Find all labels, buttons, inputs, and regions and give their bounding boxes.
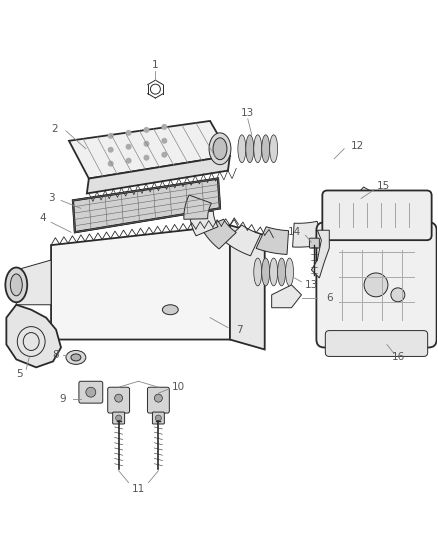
Circle shape	[126, 130, 131, 136]
Text: 13: 13	[305, 280, 318, 290]
Polygon shape	[293, 221, 324, 247]
Circle shape	[155, 394, 162, 402]
Circle shape	[108, 133, 114, 139]
Circle shape	[108, 147, 114, 153]
Polygon shape	[256, 227, 289, 254]
FancyBboxPatch shape	[152, 412, 164, 424]
Ellipse shape	[213, 138, 227, 160]
Ellipse shape	[254, 258, 262, 286]
Polygon shape	[311, 230, 329, 278]
Polygon shape	[16, 260, 51, 305]
Circle shape	[126, 158, 131, 164]
Text: 5: 5	[16, 369, 23, 379]
Ellipse shape	[270, 135, 278, 163]
Ellipse shape	[238, 135, 246, 163]
FancyBboxPatch shape	[325, 330, 427, 357]
Ellipse shape	[71, 354, 81, 361]
Text: 13: 13	[241, 108, 254, 118]
Circle shape	[86, 387, 96, 397]
Ellipse shape	[262, 135, 270, 163]
Circle shape	[364, 273, 388, 297]
Polygon shape	[201, 219, 236, 249]
Ellipse shape	[262, 258, 270, 286]
Polygon shape	[73, 179, 220, 232]
Text: 4: 4	[40, 213, 46, 223]
Ellipse shape	[286, 258, 293, 286]
FancyBboxPatch shape	[79, 381, 103, 403]
Ellipse shape	[270, 258, 278, 286]
Polygon shape	[272, 285, 301, 308]
FancyBboxPatch shape	[113, 412, 124, 424]
FancyBboxPatch shape	[322, 190, 431, 240]
Circle shape	[116, 415, 122, 421]
Polygon shape	[7, 305, 61, 367]
Polygon shape	[184, 195, 212, 219]
Polygon shape	[69, 121, 230, 179]
Text: 14: 14	[288, 227, 301, 237]
Circle shape	[161, 138, 167, 144]
Text: 8: 8	[53, 350, 60, 360]
Ellipse shape	[5, 268, 27, 302]
Circle shape	[155, 415, 161, 421]
FancyBboxPatch shape	[316, 222, 437, 348]
Text: 1: 1	[152, 60, 159, 70]
Text: 16: 16	[392, 352, 406, 362]
Polygon shape	[230, 225, 265, 350]
Text: 15: 15	[376, 181, 389, 190]
Polygon shape	[225, 225, 261, 256]
Text: 7: 7	[237, 325, 243, 335]
Ellipse shape	[162, 305, 178, 314]
Circle shape	[144, 155, 149, 160]
Circle shape	[161, 152, 167, 158]
Circle shape	[144, 127, 149, 133]
Text: 3: 3	[48, 193, 54, 204]
Polygon shape	[190, 211, 218, 236]
Ellipse shape	[254, 135, 262, 163]
Circle shape	[126, 144, 131, 150]
Text: 2: 2	[52, 124, 58, 134]
Text: 6: 6	[326, 293, 332, 303]
Text: 12: 12	[350, 141, 364, 151]
Text: 10: 10	[172, 382, 185, 392]
Circle shape	[115, 394, 123, 402]
Text: 9: 9	[60, 394, 66, 404]
Ellipse shape	[246, 135, 254, 163]
Ellipse shape	[11, 274, 22, 296]
FancyBboxPatch shape	[108, 387, 130, 413]
Polygon shape	[51, 225, 230, 340]
Polygon shape	[349, 187, 384, 217]
Ellipse shape	[278, 258, 286, 286]
Circle shape	[161, 124, 167, 130]
Polygon shape	[323, 206, 358, 237]
FancyBboxPatch shape	[309, 238, 319, 248]
Circle shape	[144, 141, 149, 147]
FancyBboxPatch shape	[148, 387, 170, 413]
Circle shape	[108, 160, 114, 167]
Text: 11: 11	[132, 483, 145, 494]
Ellipse shape	[209, 133, 231, 165]
Circle shape	[391, 288, 405, 302]
Ellipse shape	[66, 351, 86, 365]
Polygon shape	[87, 156, 230, 193]
